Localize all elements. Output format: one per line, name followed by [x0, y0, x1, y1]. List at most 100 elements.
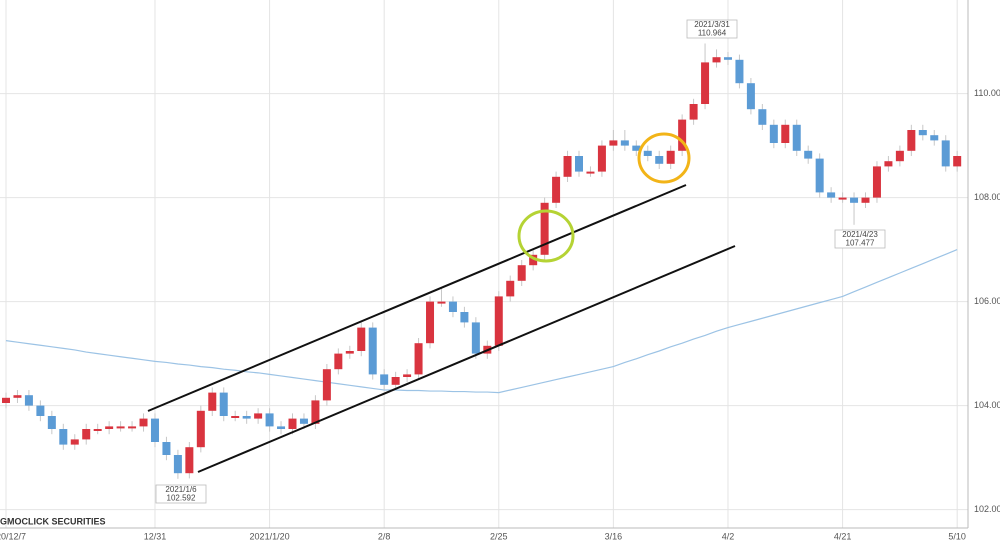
annotation-date: 2021/1/6	[165, 485, 197, 494]
annotation-date: 2021/4/23	[842, 230, 878, 239]
candle-body	[128, 426, 137, 429]
annotation-box	[834, 229, 886, 249]
moving-average-line	[5, 249, 958, 394]
x-tick-label: 12/31	[144, 531, 167, 541]
candle-body	[517, 265, 526, 281]
candle-body	[265, 413, 274, 427]
candle-body	[288, 418, 297, 429]
candle-body	[36, 405, 45, 416]
candle-body	[575, 156, 583, 172]
candle-body	[299, 418, 308, 424]
y-tick-label: 106.000	[974, 296, 1000, 306]
candle-body	[242, 416, 251, 419]
candle-body	[941, 140, 950, 167]
candle-body	[506, 280, 515, 297]
candle-body	[953, 156, 962, 167]
candle-body	[884, 161, 893, 167]
candle-body	[620, 140, 629, 146]
candle-body	[105, 426, 114, 429]
candle-body	[426, 301, 435, 344]
candle-body	[334, 353, 343, 370]
x-tick-label: 3/16	[605, 531, 623, 541]
x-tick-label: 2021/1/20	[250, 531, 290, 541]
candle-body	[162, 442, 171, 455]
candle-body	[116, 426, 125, 429]
candle-layer	[2, 43, 962, 479]
trend-line-lower	[197, 245, 736, 473]
candle-body	[139, 418, 148, 427]
trend-line-upper	[147, 184, 687, 412]
candle-body	[24, 395, 33, 406]
annotation-value: 107.477	[846, 239, 875, 248]
candle-body	[357, 327, 366, 351]
candle-body	[643, 150, 652, 156]
candle-body	[277, 426, 286, 429]
candle-body	[368, 327, 377, 375]
candle-body	[827, 192, 836, 198]
candle-body	[2, 397, 10, 403]
candle-body	[930, 135, 939, 141]
candle-body	[918, 130, 927, 136]
candle-body	[735, 59, 744, 84]
candle-body	[208, 392, 217, 411]
annotation-value: 110.964	[698, 29, 727, 38]
candle-body	[712, 57, 721, 63]
candle-body	[414, 343, 423, 375]
candle-body	[471, 322, 480, 354]
candle-body	[219, 392, 228, 416]
candle-body	[838, 197, 847, 200]
candle-body	[70, 439, 79, 445]
y-tick-label: 108.000	[974, 192, 1000, 202]
candle-body	[460, 312, 469, 323]
y-tick-label: 104.000	[974, 400, 1000, 410]
annotation-box	[155, 484, 207, 504]
candle-body	[872, 166, 881, 198]
x-tick-label: 2020/12/7	[0, 531, 26, 541]
candle-body	[723, 57, 732, 60]
candle-body	[150, 418, 159, 442]
candle-body	[907, 130, 916, 151]
candle-body	[448, 301, 457, 312]
candle-body	[196, 410, 205, 448]
y-tick-label: 110.000	[974, 88, 1000, 98]
x-tick-label: 4/2	[722, 531, 735, 541]
candle-body	[173, 455, 182, 474]
x-tick-label: 2/25	[490, 531, 508, 541]
candle-body	[689, 104, 698, 120]
candle-body	[678, 119, 687, 151]
candle-body	[59, 429, 68, 445]
annotation-value: 102.592	[167, 494, 196, 503]
candle-body	[82, 429, 91, 440]
candle-body	[380, 374, 389, 385]
candle-body	[552, 176, 561, 203]
candle-body	[792, 124, 801, 151]
candle-body	[322, 369, 331, 401]
candle-body	[586, 171, 595, 174]
candle-body	[529, 254, 538, 266]
candle-body	[655, 156, 664, 164]
overlay-layer	[5, 249, 958, 394]
candle-body	[254, 413, 263, 419]
candle-body	[185, 447, 194, 474]
annotation-date: 2021/3/31	[694, 20, 730, 29]
candle-body	[494, 296, 503, 346]
candle-body	[93, 429, 102, 431]
annotation-box	[686, 19, 738, 39]
highlight-circle-green	[517, 209, 575, 263]
watermark: GMOCLICK SECURITIES	[0, 516, 106, 526]
candle-body	[815, 158, 824, 193]
x-tick-label: 4/21	[834, 531, 852, 541]
candle-body	[231, 416, 240, 418]
candle-body	[563, 156, 572, 177]
candle-body	[403, 374, 412, 377]
candle-body	[609, 140, 618, 146]
x-tick-label: 5/10	[948, 531, 966, 541]
candle-body	[666, 150, 675, 164]
candle-body	[861, 197, 870, 203]
y-tick-label: 102.000	[974, 504, 1000, 514]
candle-body	[895, 150, 904, 162]
candle-body	[758, 109, 767, 125]
